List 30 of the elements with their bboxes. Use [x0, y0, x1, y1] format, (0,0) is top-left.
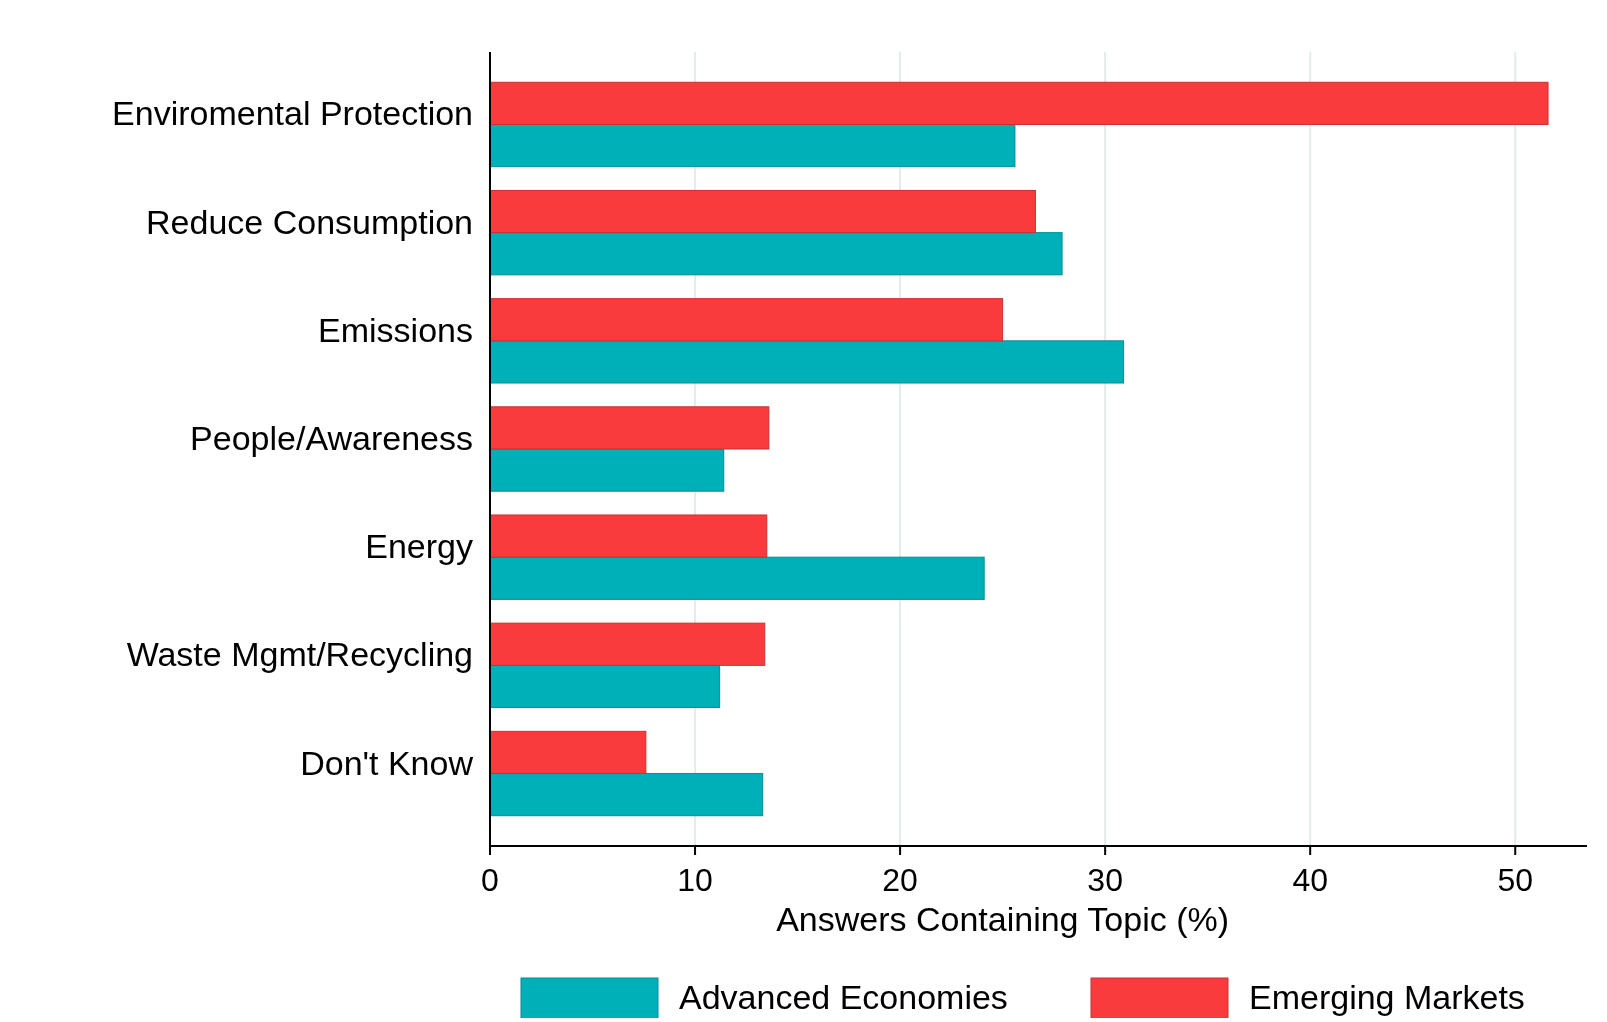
y-tick-label: Energy: [365, 527, 473, 566]
y-tick-label: People/Awareness: [190, 418, 473, 457]
x-tick-label: 30: [1087, 862, 1123, 898]
x-tick-label: 0: [481, 862, 499, 898]
y-tick-label: Waste Mgmt/Recycling: [126, 635, 473, 674]
bar: [489, 123, 1016, 168]
bar: [489, 664, 721, 709]
x-axis-title: Answers Containing Topic (%): [776, 900, 1230, 938]
bar: [489, 81, 1549, 125]
y-tick-label: Don't Know: [300, 743, 474, 782]
bar: [489, 448, 725, 492]
legend-label: Emerging Markets: [1249, 977, 1525, 1016]
bar: [489, 340, 1125, 384]
bar: [489, 622, 766, 666]
bar: [489, 232, 1063, 276]
x-tick-label: 20: [882, 862, 918, 898]
x-tick-label: 10: [677, 862, 713, 898]
bar: [489, 556, 985, 600]
bar: [489, 773, 764, 817]
y-tick-label: Emissions: [318, 310, 473, 349]
bar: [489, 406, 770, 450]
bar: [489, 730, 647, 775]
bar: [489, 189, 1036, 234]
legend-label: Advanced Economies: [679, 977, 1008, 1016]
bar: [489, 514, 768, 558]
x-tick-label: 50: [1497, 862, 1534, 898]
x-tick-label: 40: [1292, 862, 1328, 898]
bar: [489, 298, 1004, 342]
y-tick-label: Reduce Consumption: [146, 202, 473, 241]
y-tick-label: Enviromental Protection: [112, 94, 473, 133]
